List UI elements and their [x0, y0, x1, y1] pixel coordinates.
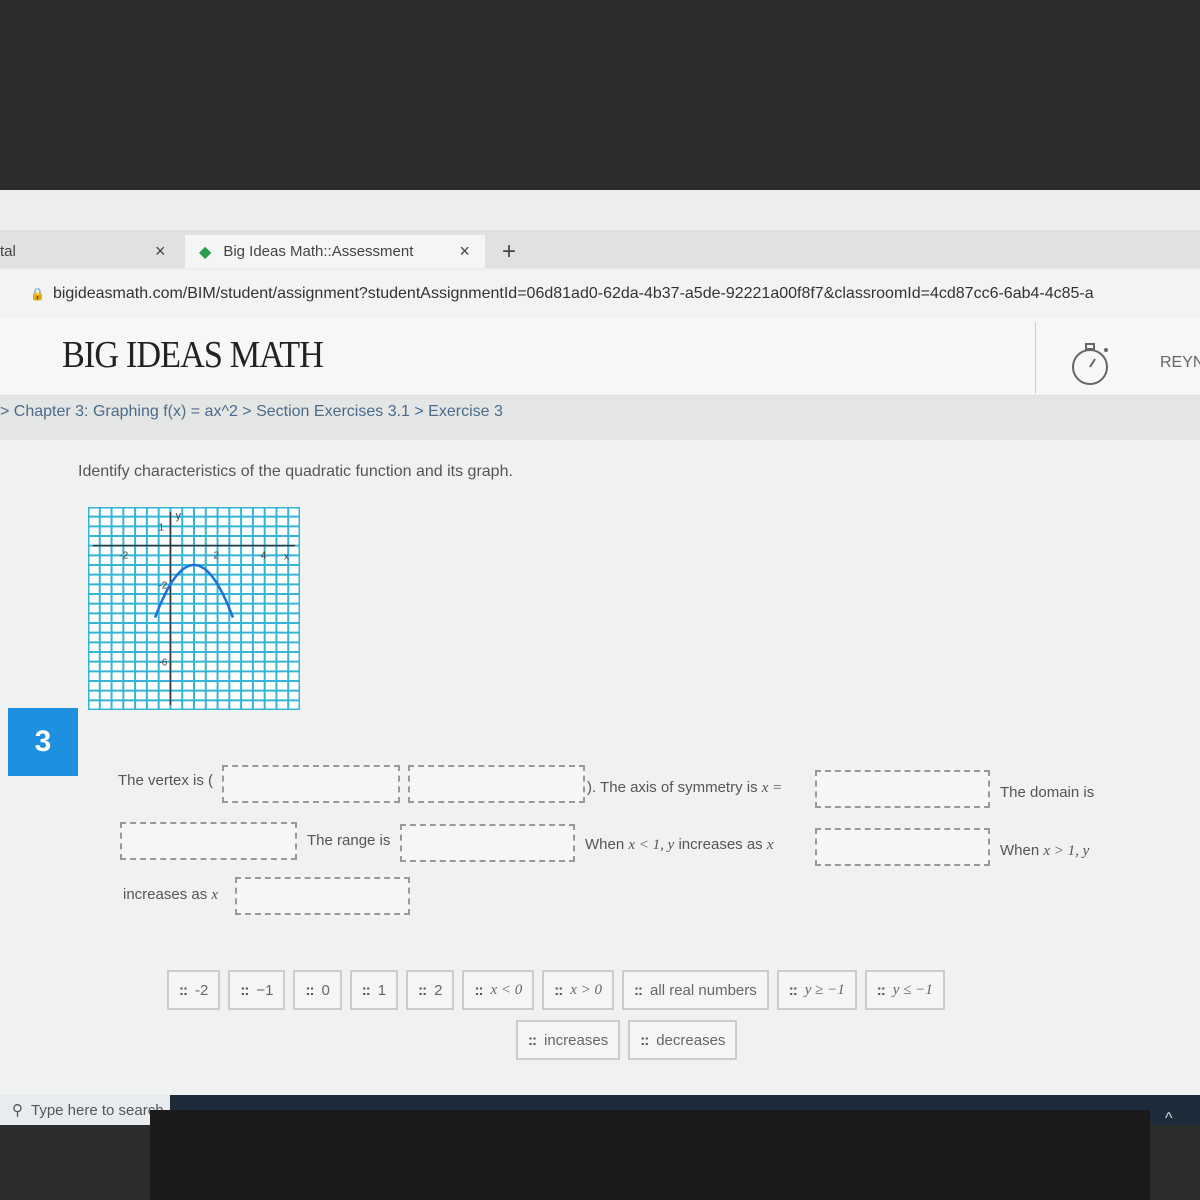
drag-handle-icon: ::: [528, 1031, 537, 1049]
lock-icon: 🔒: [30, 287, 45, 301]
drag-handle-icon: ::: [640, 1031, 649, 1049]
parabola-curve: [153, 563, 235, 619]
divider: [1035, 322, 1036, 394]
address-bar[interactable]: 🔒 bigideasmath.com/BIM/student/assignmen…: [0, 270, 1200, 318]
answer-chip[interactable]: :: decreases: [628, 1020, 738, 1060]
drag-handle-icon: ::: [240, 981, 249, 999]
chip-label: y ≥ −1: [804, 981, 845, 998]
drop-zone-vertex-x[interactable]: [222, 765, 400, 803]
decreasing-label: When x > 1, y: [1000, 842, 1090, 859]
chip-label: x > 0: [570, 981, 603, 998]
answer-choices: :: -2:: −1:: 0:: 1:: 2:: x < 0:: x > 0:: all rea…: [167, 970, 945, 1010]
url-text: bigideasmath.com/BIM/student/assignment?…: [52, 285, 1094, 302]
answer-chip[interactable]: :: increases: [516, 1020, 621, 1060]
drop-zone-axis[interactable]: [815, 770, 990, 808]
tab-previous[interactable]: tal: [0, 235, 16, 268]
tab-label: tal: [0, 243, 16, 260]
drag-handle-icon: ::: [554, 981, 563, 999]
stopwatch-icon[interactable]: [1068, 340, 1114, 388]
question-number-badge: 3: [8, 708, 78, 776]
drop-zone-domain[interactable]: [120, 822, 297, 860]
chip-label: all real numbers: [650, 981, 757, 999]
answer-chip[interactable]: :: y ≥ −1: [776, 970, 857, 1010]
answer-chip[interactable]: :: −1: [228, 970, 286, 1010]
breadcrumb[interactable]: > Chapter 3: Graphing f(x) = ax^2 > Sect…: [0, 396, 1200, 440]
y-tick-label: -2: [158, 580, 167, 591]
axis-label: ). The axis of symmetry is x =: [587, 779, 783, 796]
drop-zone-increasing[interactable]: [815, 828, 990, 866]
drag-handle-icon: ::: [474, 981, 483, 999]
domain-label: The domain is: [1000, 784, 1095, 801]
drag-handle-icon: ::: [418, 981, 427, 999]
site-logo[interactable]: BIG IDEAS MATH: [62, 334, 324, 376]
answer-chip[interactable]: :: x < 0: [462, 970, 535, 1010]
answer-chip[interactable]: :: 1: [349, 970, 399, 1010]
answer-chip[interactable]: :: all real numbers: [622, 970, 769, 1010]
x-tick-label: 4: [261, 551, 267, 562]
site-header: [0, 318, 1200, 396]
x-axis-label: x: [284, 552, 289, 563]
increasing-label: When x < 1, y increases as x: [585, 836, 774, 853]
chip-label: 0: [321, 981, 330, 999]
drop-zone-vertex-y[interactable]: [408, 765, 585, 803]
answer-chip[interactable]: :: x > 0: [542, 970, 615, 1010]
x-tick-label: -2: [119, 551, 128, 562]
diamond-logo-icon: ◆: [199, 243, 212, 261]
chip-label: 2: [434, 981, 443, 999]
search-placeholder: Type here to search: [31, 1101, 164, 1119]
chevron-up-icon[interactable]: ^: [1165, 1110, 1173, 1127]
close-tab-icon[interactable]: ×: [459, 241, 470, 261]
drag-handle-icon: ::: [361, 981, 371, 999]
y-axis-label: y: [175, 510, 181, 522]
drag-handle-icon: ::: [305, 981, 314, 999]
answer-chip[interactable]: :: 0: [293, 970, 342, 1010]
parabola-graph: -2 2 4 1 -2 -6 x y: [88, 507, 300, 710]
y-tick-label: 1: [158, 522, 164, 533]
chip-label: decreases: [656, 1031, 726, 1049]
chip-label: x < 0: [490, 981, 523, 998]
chip-label: 1: [377, 981, 387, 999]
drop-zone-decreasing[interactable]: [235, 877, 410, 915]
chip-label: -2: [195, 981, 209, 999]
tab-bar: [0, 230, 1200, 268]
taskbar-search[interactable]: ⚲ Type here to search: [0, 1095, 170, 1125]
chip-label: increases: [544, 1031, 609, 1049]
chip-label: y ≤ −1: [892, 981, 933, 998]
y-tick-label: -6: [158, 658, 167, 669]
drop-zone-range[interactable]: [400, 824, 575, 862]
x-tick-label: 2: [214, 551, 220, 562]
vertex-label: The vertex is (: [118, 772, 214, 789]
tab-label: Big Ideas Math::Assessment: [223, 243, 414, 260]
close-tab-icon[interactable]: ×: [155, 241, 166, 261]
tab-active[interactable]: ◆ Big Ideas Math::Assessment ×: [185, 235, 485, 268]
drag-handle-icon: ::: [634, 981, 643, 999]
drag-handle-icon: ::: [876, 981, 886, 999]
answer-chip[interactable]: :: y ≤ −1: [864, 970, 945, 1010]
user-name[interactable]: REYN: [1160, 354, 1200, 371]
range-label: The range is: [307, 832, 391, 849]
answer-chip[interactable]: :: 2: [406, 970, 455, 1010]
drag-handle-icon: ::: [788, 981, 798, 999]
new-tab-button[interactable]: +: [502, 237, 517, 265]
chip-label: −1: [256, 981, 274, 999]
increases-as-label: increases as x: [123, 886, 219, 903]
answer-chip[interactable]: :: -2: [167, 970, 221, 1010]
search-icon: ⚲: [12, 1102, 23, 1119]
monitor-bezel: [150, 1110, 1150, 1200]
drag-handle-icon: ::: [179, 981, 188, 999]
instruction-text: Identify characteristics of the quadrati…: [78, 463, 513, 480]
answer-choices-row-2: :: increases:: decreases: [516, 1020, 738, 1060]
